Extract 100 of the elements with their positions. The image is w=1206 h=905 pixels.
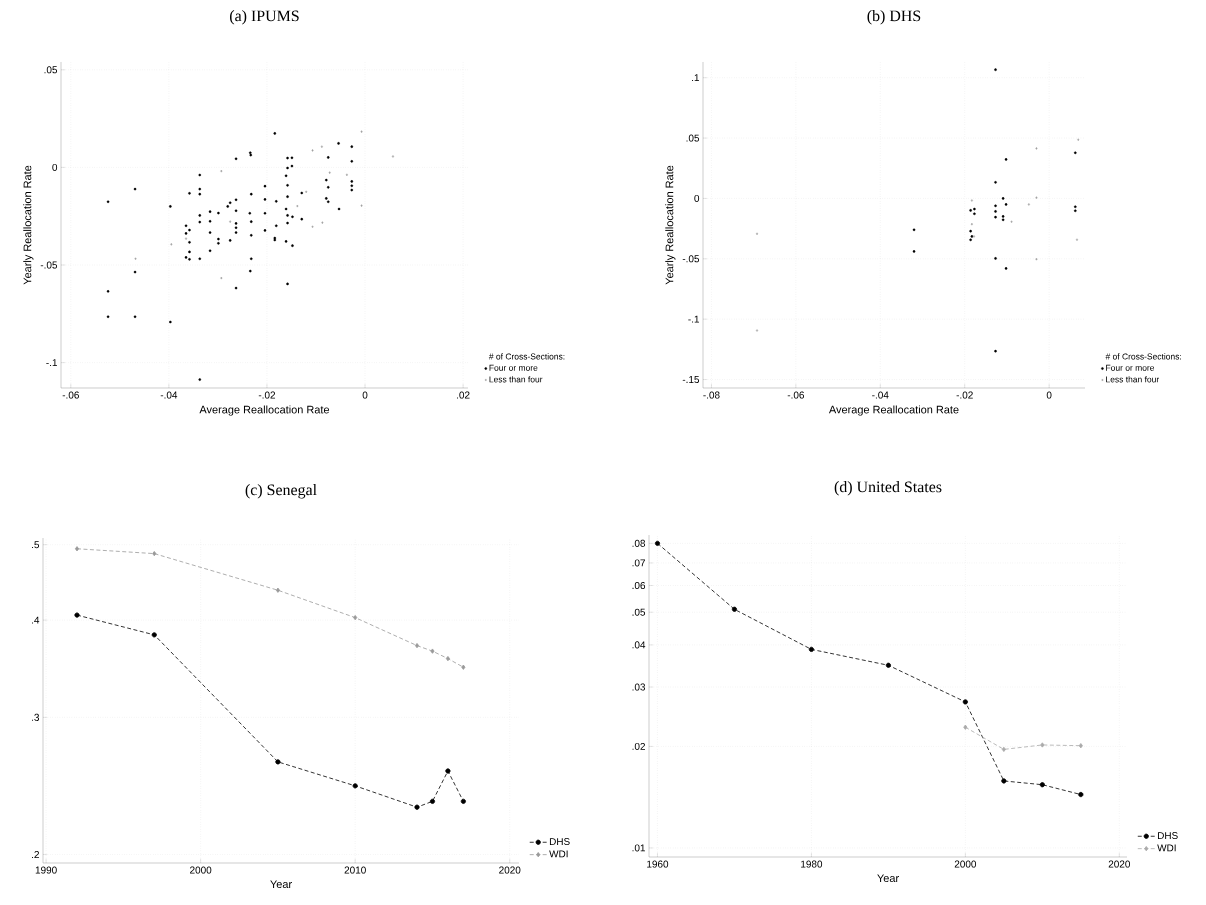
x-tick-label: 0: [1046, 391, 1052, 399]
x-tick-label: 0: [362, 391, 368, 399]
point: [973, 207, 976, 211]
point: [461, 664, 466, 670]
point: [151, 632, 157, 638]
x-tick-label: 1990: [35, 866, 57, 874]
legend-label: Less than four: [489, 376, 543, 383]
y-tick-label: -.15: [682, 376, 700, 384]
point: [808, 646, 815, 652]
chart-title: (c) Senegal: [245, 484, 317, 499]
y-tick-label: 0: [694, 194, 700, 202]
point: [352, 783, 358, 789]
point: [429, 798, 436, 804]
point: [1074, 151, 1077, 155]
y-tick-label: -.05: [40, 261, 58, 269]
y-tick-label: .5: [32, 541, 40, 549]
x-tick-label: 2020: [1108, 860, 1131, 868]
y-tick-label: .06: [632, 581, 646, 590]
chart-title: (b) DHS: [867, 10, 921, 25]
point: [973, 212, 976, 216]
y-tick-label: -.05: [682, 255, 700, 263]
point: [1001, 197, 1005, 200]
legend-label: Four or more: [1106, 364, 1155, 371]
point: [152, 551, 157, 557]
point: [74, 546, 80, 552]
y-tick-label: .2: [32, 850, 39, 858]
point: [994, 257, 997, 260]
x-axis-title: Average Reallocation Rate: [199, 405, 330, 416]
point: [414, 804, 420, 810]
point: [912, 250, 916, 253]
y-tick-label: -.1: [46, 359, 57, 367]
point: [1001, 215, 1005, 218]
x-tick-label: -.02: [956, 391, 973, 399]
point: [353, 615, 358, 621]
y-tick-label: .03: [632, 683, 646, 691]
y-tick-label: .1: [692, 74, 700, 82]
point: [994, 204, 997, 208]
point: [1004, 267, 1008, 270]
point: [1078, 743, 1083, 749]
chart-title: (a) IPUMS: [230, 10, 299, 25]
x-tick-label: 2000: [190, 866, 212, 874]
x-tick-label: -.06: [62, 391, 79, 399]
point: [1004, 158, 1008, 161]
point: [445, 768, 451, 774]
x-axis-title: Year: [877, 874, 899, 883]
y-tick-label: -.1: [688, 315, 700, 323]
point: [994, 215, 997, 219]
point: [654, 540, 661, 546]
y-tick-label: .05: [44, 66, 58, 74]
y-axis-title: Yearly Reallocation Rate: [665, 165, 676, 285]
y-axis-title: Yearly Reallocation Rate: [23, 165, 34, 285]
point: [275, 759, 281, 765]
x-tick-label: 2010: [344, 866, 366, 874]
legend-label: Four or more: [489, 364, 538, 371]
point: [430, 648, 435, 654]
y-tick-label: .05: [632, 608, 646, 616]
x-tick-label: 2020: [499, 866, 521, 874]
point: [994, 68, 997, 72]
y-tick-label: .02: [632, 742, 645, 750]
y-tick-label: .07: [632, 559, 645, 567]
legend-title: # of Cross-Sections:: [488, 353, 565, 360]
point: [994, 181, 997, 184]
point: [1001, 746, 1006, 752]
point: [1001, 218, 1005, 222]
point: [74, 612, 80, 618]
x-tick-label: -.02: [258, 391, 276, 399]
y-tick-label: .04: [632, 641, 646, 649]
legend-label: DHS: [549, 838, 570, 846]
legend-title: # of Cross-Sections:: [1105, 353, 1181, 360]
chart-title: (d) United States: [834, 481, 942, 496]
point: [1001, 778, 1007, 784]
x-tick-label: 2000: [954, 860, 977, 868]
point: [885, 662, 891, 668]
point: [912, 228, 916, 232]
x-tick-label: -.08: [703, 391, 720, 399]
point: [1040, 742, 1045, 748]
x-tick-label: 1960: [647, 860, 669, 868]
point: [460, 798, 466, 804]
y-tick-label: 0: [52, 163, 58, 171]
point: [414, 643, 420, 649]
x-tick-label: .02: [457, 391, 470, 399]
point: [1074, 209, 1077, 213]
legend-label: WDI: [1157, 844, 1176, 852]
legend-label: WDI: [549, 850, 568, 858]
y-tick-label: .08: [632, 539, 646, 547]
y-tick-label: .4: [32, 616, 40, 624]
point: [969, 209, 972, 212]
point: [969, 229, 972, 233]
x-axis-title: Year: [270, 880, 292, 889]
y-tick-label: .05: [686, 134, 700, 142]
point: [994, 349, 997, 353]
y-tick-label: .3: [32, 713, 40, 721]
point: [275, 587, 280, 593]
point: [1074, 205, 1077, 209]
point: [1039, 782, 1045, 788]
point: [969, 238, 972, 242]
point: [1078, 791, 1084, 798]
x-axis-title: Average Reallocation Rate: [828, 405, 959, 416]
point: [962, 699, 968, 705]
x-tick-label: -.06: [787, 391, 805, 399]
